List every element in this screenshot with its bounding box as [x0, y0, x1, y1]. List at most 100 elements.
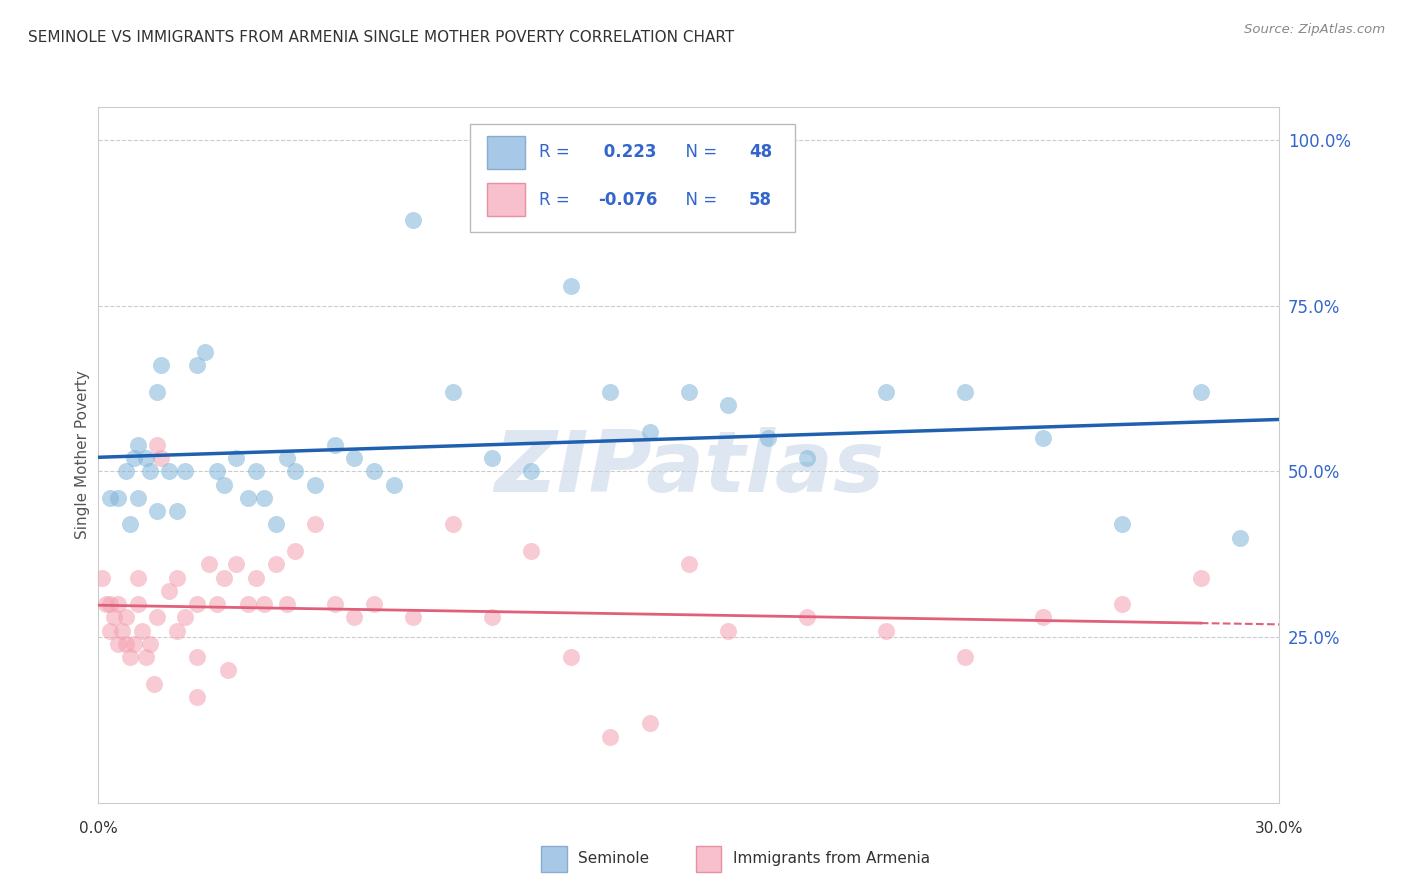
Point: [560, 650, 582, 665]
Point: [323, 438, 346, 452]
Point: [157, 583, 180, 598]
Point: [245, 570, 267, 584]
Point: [264, 517, 287, 532]
Point: [157, 465, 180, 479]
Point: [796, 610, 818, 624]
Point: [217, 663, 239, 677]
Text: 48: 48: [749, 144, 772, 161]
Text: R =: R =: [538, 191, 575, 209]
Point: [131, 624, 153, 638]
Point: [194, 345, 217, 359]
Point: [142, 676, 165, 690]
Point: [304, 477, 326, 491]
Point: [111, 624, 134, 638]
FancyBboxPatch shape: [486, 136, 524, 169]
Point: [717, 398, 740, 412]
Text: 0.223: 0.223: [598, 144, 657, 161]
Point: [402, 212, 425, 227]
Point: [150, 451, 173, 466]
Point: [481, 610, 503, 624]
Point: [214, 477, 236, 491]
Point: [214, 570, 236, 584]
Point: [323, 597, 346, 611]
Text: N =: N =: [675, 191, 723, 209]
Point: [284, 544, 307, 558]
Point: [276, 451, 298, 466]
Point: [236, 491, 259, 505]
Point: [1032, 431, 1054, 445]
Point: [174, 465, 197, 479]
Point: [402, 610, 425, 624]
Point: [146, 384, 169, 399]
Text: 30.0%: 30.0%: [1256, 822, 1303, 837]
Point: [1111, 517, 1133, 532]
Point: [599, 730, 621, 744]
Point: [98, 624, 121, 638]
Point: [205, 465, 228, 479]
Point: [91, 570, 114, 584]
Point: [118, 650, 141, 665]
Point: [135, 451, 157, 466]
Point: [166, 624, 188, 638]
Point: [363, 597, 385, 611]
Point: [127, 570, 149, 584]
Point: [253, 491, 276, 505]
Point: [875, 384, 897, 399]
Point: [127, 597, 149, 611]
Point: [678, 558, 700, 572]
Point: [520, 465, 543, 479]
Point: [1189, 570, 1212, 584]
Point: [796, 451, 818, 466]
Point: [276, 597, 298, 611]
Point: [264, 558, 287, 572]
Point: [382, 477, 405, 491]
Point: [441, 517, 464, 532]
Point: [146, 438, 169, 452]
Point: [197, 558, 219, 572]
Point: [98, 597, 121, 611]
Point: [284, 465, 307, 479]
Point: [107, 637, 129, 651]
Point: [127, 438, 149, 452]
Point: [138, 465, 160, 479]
Point: [717, 624, 740, 638]
Point: [441, 384, 464, 399]
Point: [135, 650, 157, 665]
Point: [520, 544, 543, 558]
Point: [1229, 531, 1251, 545]
Point: [96, 597, 118, 611]
Text: ZIPatlas: ZIPatlas: [494, 427, 884, 510]
Text: 58: 58: [749, 191, 772, 209]
Point: [875, 624, 897, 638]
Point: [678, 384, 700, 399]
Point: [186, 597, 208, 611]
Point: [115, 610, 138, 624]
Point: [599, 384, 621, 399]
Point: [1189, 384, 1212, 399]
Point: [186, 650, 208, 665]
FancyBboxPatch shape: [486, 183, 524, 216]
Point: [343, 610, 366, 624]
Point: [1032, 610, 1054, 624]
Point: [174, 610, 197, 624]
Point: [953, 384, 976, 399]
Point: [103, 610, 125, 624]
Point: [186, 359, 208, 373]
Point: [122, 637, 145, 651]
Point: [304, 517, 326, 532]
Point: [122, 451, 145, 466]
Point: [115, 637, 138, 651]
Point: [343, 451, 366, 466]
Point: [363, 465, 385, 479]
Point: [138, 637, 160, 651]
Text: SEMINOLE VS IMMIGRANTS FROM ARMENIA SINGLE MOTHER POVERTY CORRELATION CHART: SEMINOLE VS IMMIGRANTS FROM ARMENIA SING…: [28, 29, 734, 45]
Text: Immigrants from Armenia: Immigrants from Armenia: [733, 852, 929, 866]
Point: [481, 451, 503, 466]
Point: [107, 491, 129, 505]
Point: [127, 491, 149, 505]
Point: [166, 570, 188, 584]
Point: [115, 465, 138, 479]
Point: [638, 716, 661, 731]
Point: [150, 359, 173, 373]
Point: [245, 465, 267, 479]
